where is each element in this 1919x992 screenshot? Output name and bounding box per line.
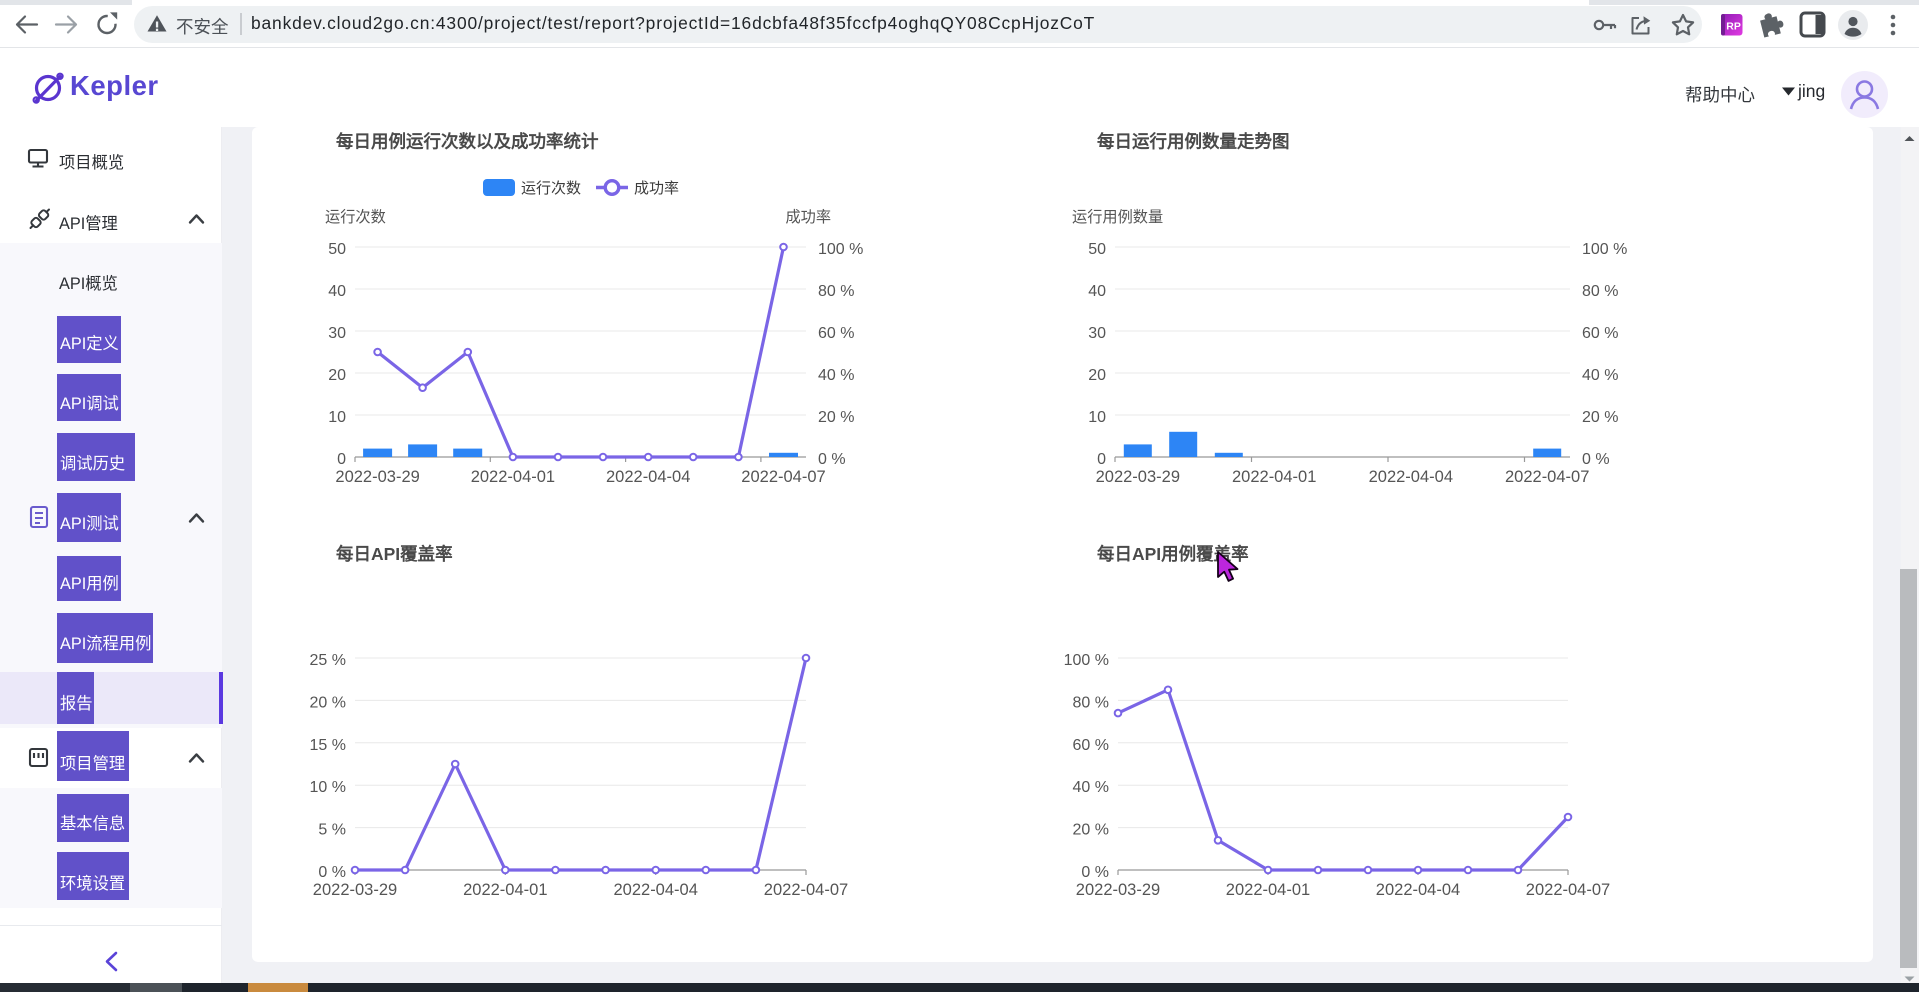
svg-text:10 %: 10 % xyxy=(310,779,346,796)
svg-text:80 %: 80 % xyxy=(818,283,854,300)
svg-text:2022-04-04: 2022-04-04 xyxy=(1376,881,1460,899)
svg-text:100 %: 100 % xyxy=(1582,241,1627,258)
svg-text:40: 40 xyxy=(1088,283,1106,300)
svg-text:60 %: 60 % xyxy=(1073,737,1109,754)
svg-text:每日API用例覆盖率: 每日API用例覆盖率 xyxy=(1097,544,1249,564)
svg-text:0 %: 0 % xyxy=(318,864,346,881)
svg-text:0: 0 xyxy=(1097,451,1106,468)
svg-text:2022-03-29: 2022-03-29 xyxy=(1096,468,1180,486)
svg-text:0 %: 0 % xyxy=(1081,864,1109,881)
svg-text:2022-03-29: 2022-03-29 xyxy=(335,468,419,486)
svg-text:每日运行用例数量走势图: 每日运行用例数量走势图 xyxy=(1097,132,1290,152)
svg-text:2022-04-07: 2022-04-07 xyxy=(741,468,825,486)
svg-text:每日API覆盖率: 每日API覆盖率 xyxy=(336,544,453,564)
svg-text:40 %: 40 % xyxy=(818,367,854,384)
svg-text:40 %: 40 % xyxy=(1582,367,1618,384)
svg-text:2022-04-07: 2022-04-07 xyxy=(1505,468,1589,486)
svg-text:60 %: 60 % xyxy=(1582,325,1618,342)
svg-text:2022-04-04: 2022-04-04 xyxy=(606,468,690,486)
svg-text:成功率: 成功率 xyxy=(634,180,679,197)
svg-text:5 %: 5 % xyxy=(318,822,346,839)
svg-text:每日用例运行次数以及成功率统计: 每日用例运行次数以及成功率统计 xyxy=(336,132,599,152)
svg-text:20: 20 xyxy=(1088,367,1106,384)
svg-text:2022-04-01: 2022-04-01 xyxy=(463,881,547,899)
svg-text:30: 30 xyxy=(328,325,346,342)
svg-text:100 %: 100 % xyxy=(818,241,863,258)
svg-text:2022-03-29: 2022-03-29 xyxy=(1076,881,1160,899)
svg-text:100 %: 100 % xyxy=(1064,652,1109,669)
svg-text:2022-04-01: 2022-04-01 xyxy=(471,468,555,486)
svg-text:15 %: 15 % xyxy=(310,737,346,754)
svg-text:20 %: 20 % xyxy=(818,409,854,426)
svg-text:2022-04-07: 2022-04-07 xyxy=(764,881,848,899)
svg-text:2022-03-29: 2022-03-29 xyxy=(313,881,397,899)
svg-text:2022-04-04: 2022-04-04 xyxy=(1369,468,1453,486)
svg-text:20 %: 20 % xyxy=(310,694,346,711)
svg-text:20 %: 20 % xyxy=(1582,409,1618,426)
svg-text:运行次数: 运行次数 xyxy=(521,180,581,197)
svg-text:60 %: 60 % xyxy=(818,325,854,342)
svg-text:80 %: 80 % xyxy=(1073,694,1109,711)
svg-text:2022-04-01: 2022-04-01 xyxy=(1232,468,1316,486)
svg-text:2022-04-04: 2022-04-04 xyxy=(613,881,697,899)
svg-text:0 %: 0 % xyxy=(1582,451,1610,468)
svg-text:50: 50 xyxy=(328,241,346,258)
svg-text:10: 10 xyxy=(1088,409,1106,426)
svg-text:成功率: 成功率 xyxy=(785,209,831,226)
svg-text:50: 50 xyxy=(1088,241,1106,258)
svg-text:0: 0 xyxy=(337,451,346,468)
svg-text:40: 40 xyxy=(328,283,346,300)
svg-text:25 %: 25 % xyxy=(310,652,346,669)
svg-text:20 %: 20 % xyxy=(1073,822,1109,839)
svg-text:2022-04-01: 2022-04-01 xyxy=(1226,881,1310,899)
svg-text:RP: RP xyxy=(1726,21,1741,33)
svg-text:80 %: 80 % xyxy=(1582,283,1618,300)
svg-text:30: 30 xyxy=(1088,325,1106,342)
svg-text:0 %: 0 % xyxy=(818,451,846,468)
svg-text:20: 20 xyxy=(328,367,346,384)
svg-text:40 %: 40 % xyxy=(1073,779,1109,796)
svg-text:运行用例数量: 运行用例数量 xyxy=(1072,209,1163,226)
svg-text:运行次数: 运行次数 xyxy=(325,209,386,226)
svg-text:10: 10 xyxy=(328,409,346,426)
svg-text:2022-04-07: 2022-04-07 xyxy=(1526,881,1610,899)
